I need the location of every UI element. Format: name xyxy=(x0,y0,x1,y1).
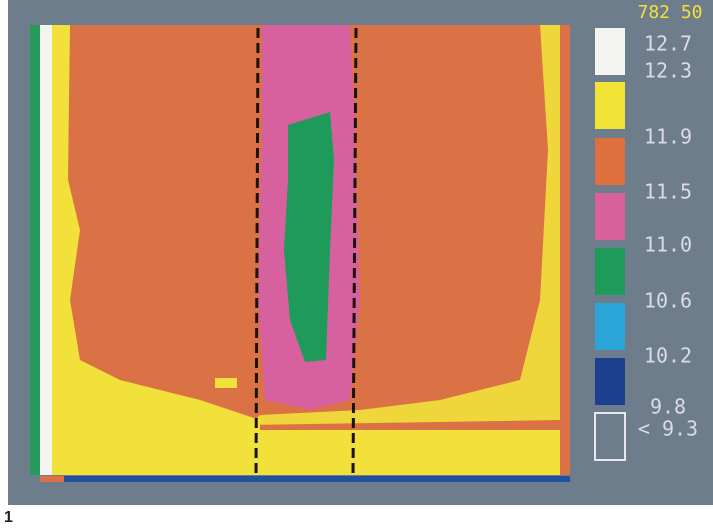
legend-label: 11.5 xyxy=(644,180,692,204)
legend-label: 9.8 xyxy=(650,395,686,419)
legend-swatch xyxy=(595,303,625,350)
screen: 782 50 1 12.7 12.3 11.9 11.5 11.0 10.6 10.2 9.8… xyxy=(0,0,713,529)
figure-number: 1 xyxy=(4,509,13,526)
legend-label: 10.6 xyxy=(644,289,692,313)
legend-swatch xyxy=(595,82,625,129)
bottom-strip-cap xyxy=(40,476,64,482)
left-white-strip xyxy=(40,25,52,475)
legend-swatch xyxy=(595,28,625,75)
legend-swatch xyxy=(595,138,625,185)
yellow-patch xyxy=(215,378,237,388)
legend-swatch xyxy=(595,193,625,240)
legend-label: 11.9 xyxy=(644,125,692,149)
header: 782 50 xyxy=(637,2,702,23)
legend-label: 12.7 xyxy=(644,32,692,56)
legend-label: 11.0 xyxy=(644,233,692,257)
bottom-strip xyxy=(40,476,570,482)
yellow-bottom xyxy=(250,430,560,475)
legend-label: 10.2 xyxy=(644,344,692,368)
legend-label: 12.3 xyxy=(644,59,692,83)
legend-swatch xyxy=(595,358,625,405)
legend-swatch xyxy=(595,248,625,295)
legend-label: < 9.3 xyxy=(638,417,698,441)
